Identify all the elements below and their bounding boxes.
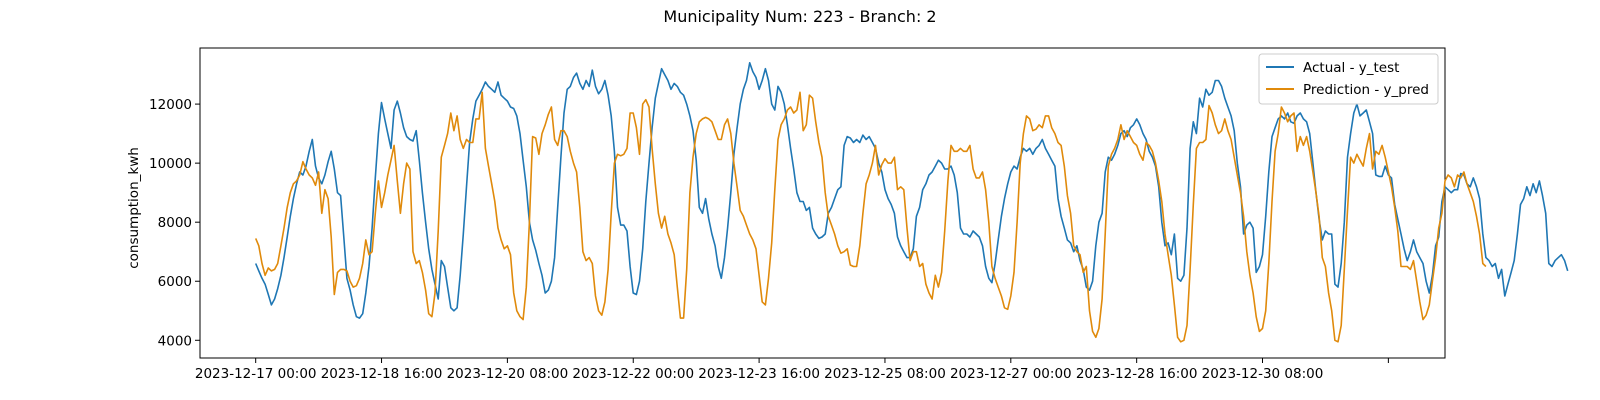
x-tick-label: 2023-12-20 08:00 <box>447 366 569 382</box>
y-tick-label: 6000 <box>158 274 192 290</box>
series-lines <box>254 61 1569 343</box>
x-tick-label: 2023-12-18 16:00 <box>321 366 443 382</box>
legend-label-prediction: Prediction - y_pred <box>1303 82 1429 98</box>
plot-area-frame <box>199 47 1446 359</box>
x-tick-label: 2023-12-28 16:00 <box>1076 366 1198 382</box>
x-tick-label: 2023-12-30 08:00 <box>1202 366 1324 382</box>
x-tick-label: 2023-12-27 00:00 <box>950 366 1072 382</box>
series-line-prediction <box>254 91 1487 343</box>
y-tick-label: 10000 <box>149 156 192 172</box>
x-tick-label: 2023-12-25 08:00 <box>824 366 946 382</box>
series-line-actual <box>254 61 1569 319</box>
y-tick-label: 12000 <box>149 97 192 113</box>
y-axis-label: consumption_kwh <box>126 147 142 269</box>
chart-title: Municipality Num: 223 - Branch: 2 <box>663 7 936 26</box>
y-tick-label: 4000 <box>158 333 192 349</box>
x-tick-label: 2023-12-22 00:00 <box>572 366 694 382</box>
y-axis: 4000 6000 8000 10000 12000 <box>149 97 200 349</box>
x-axis: 2023-12-17 00:00 2023-12-18 16:00 2023-12-… <box>195 358 1389 382</box>
legend: Actual - y_test Prediction - y_pred <box>1258 53 1439 105</box>
legend-box <box>1258 53 1439 105</box>
x-tick-label: 2023-12-23 16:00 <box>698 366 820 382</box>
x-tick-label: 2023-12-17 00:00 <box>195 366 317 382</box>
y-tick-label: 8000 <box>158 215 192 231</box>
legend-label-actual: Actual - y_test <box>1303 60 1399 76</box>
